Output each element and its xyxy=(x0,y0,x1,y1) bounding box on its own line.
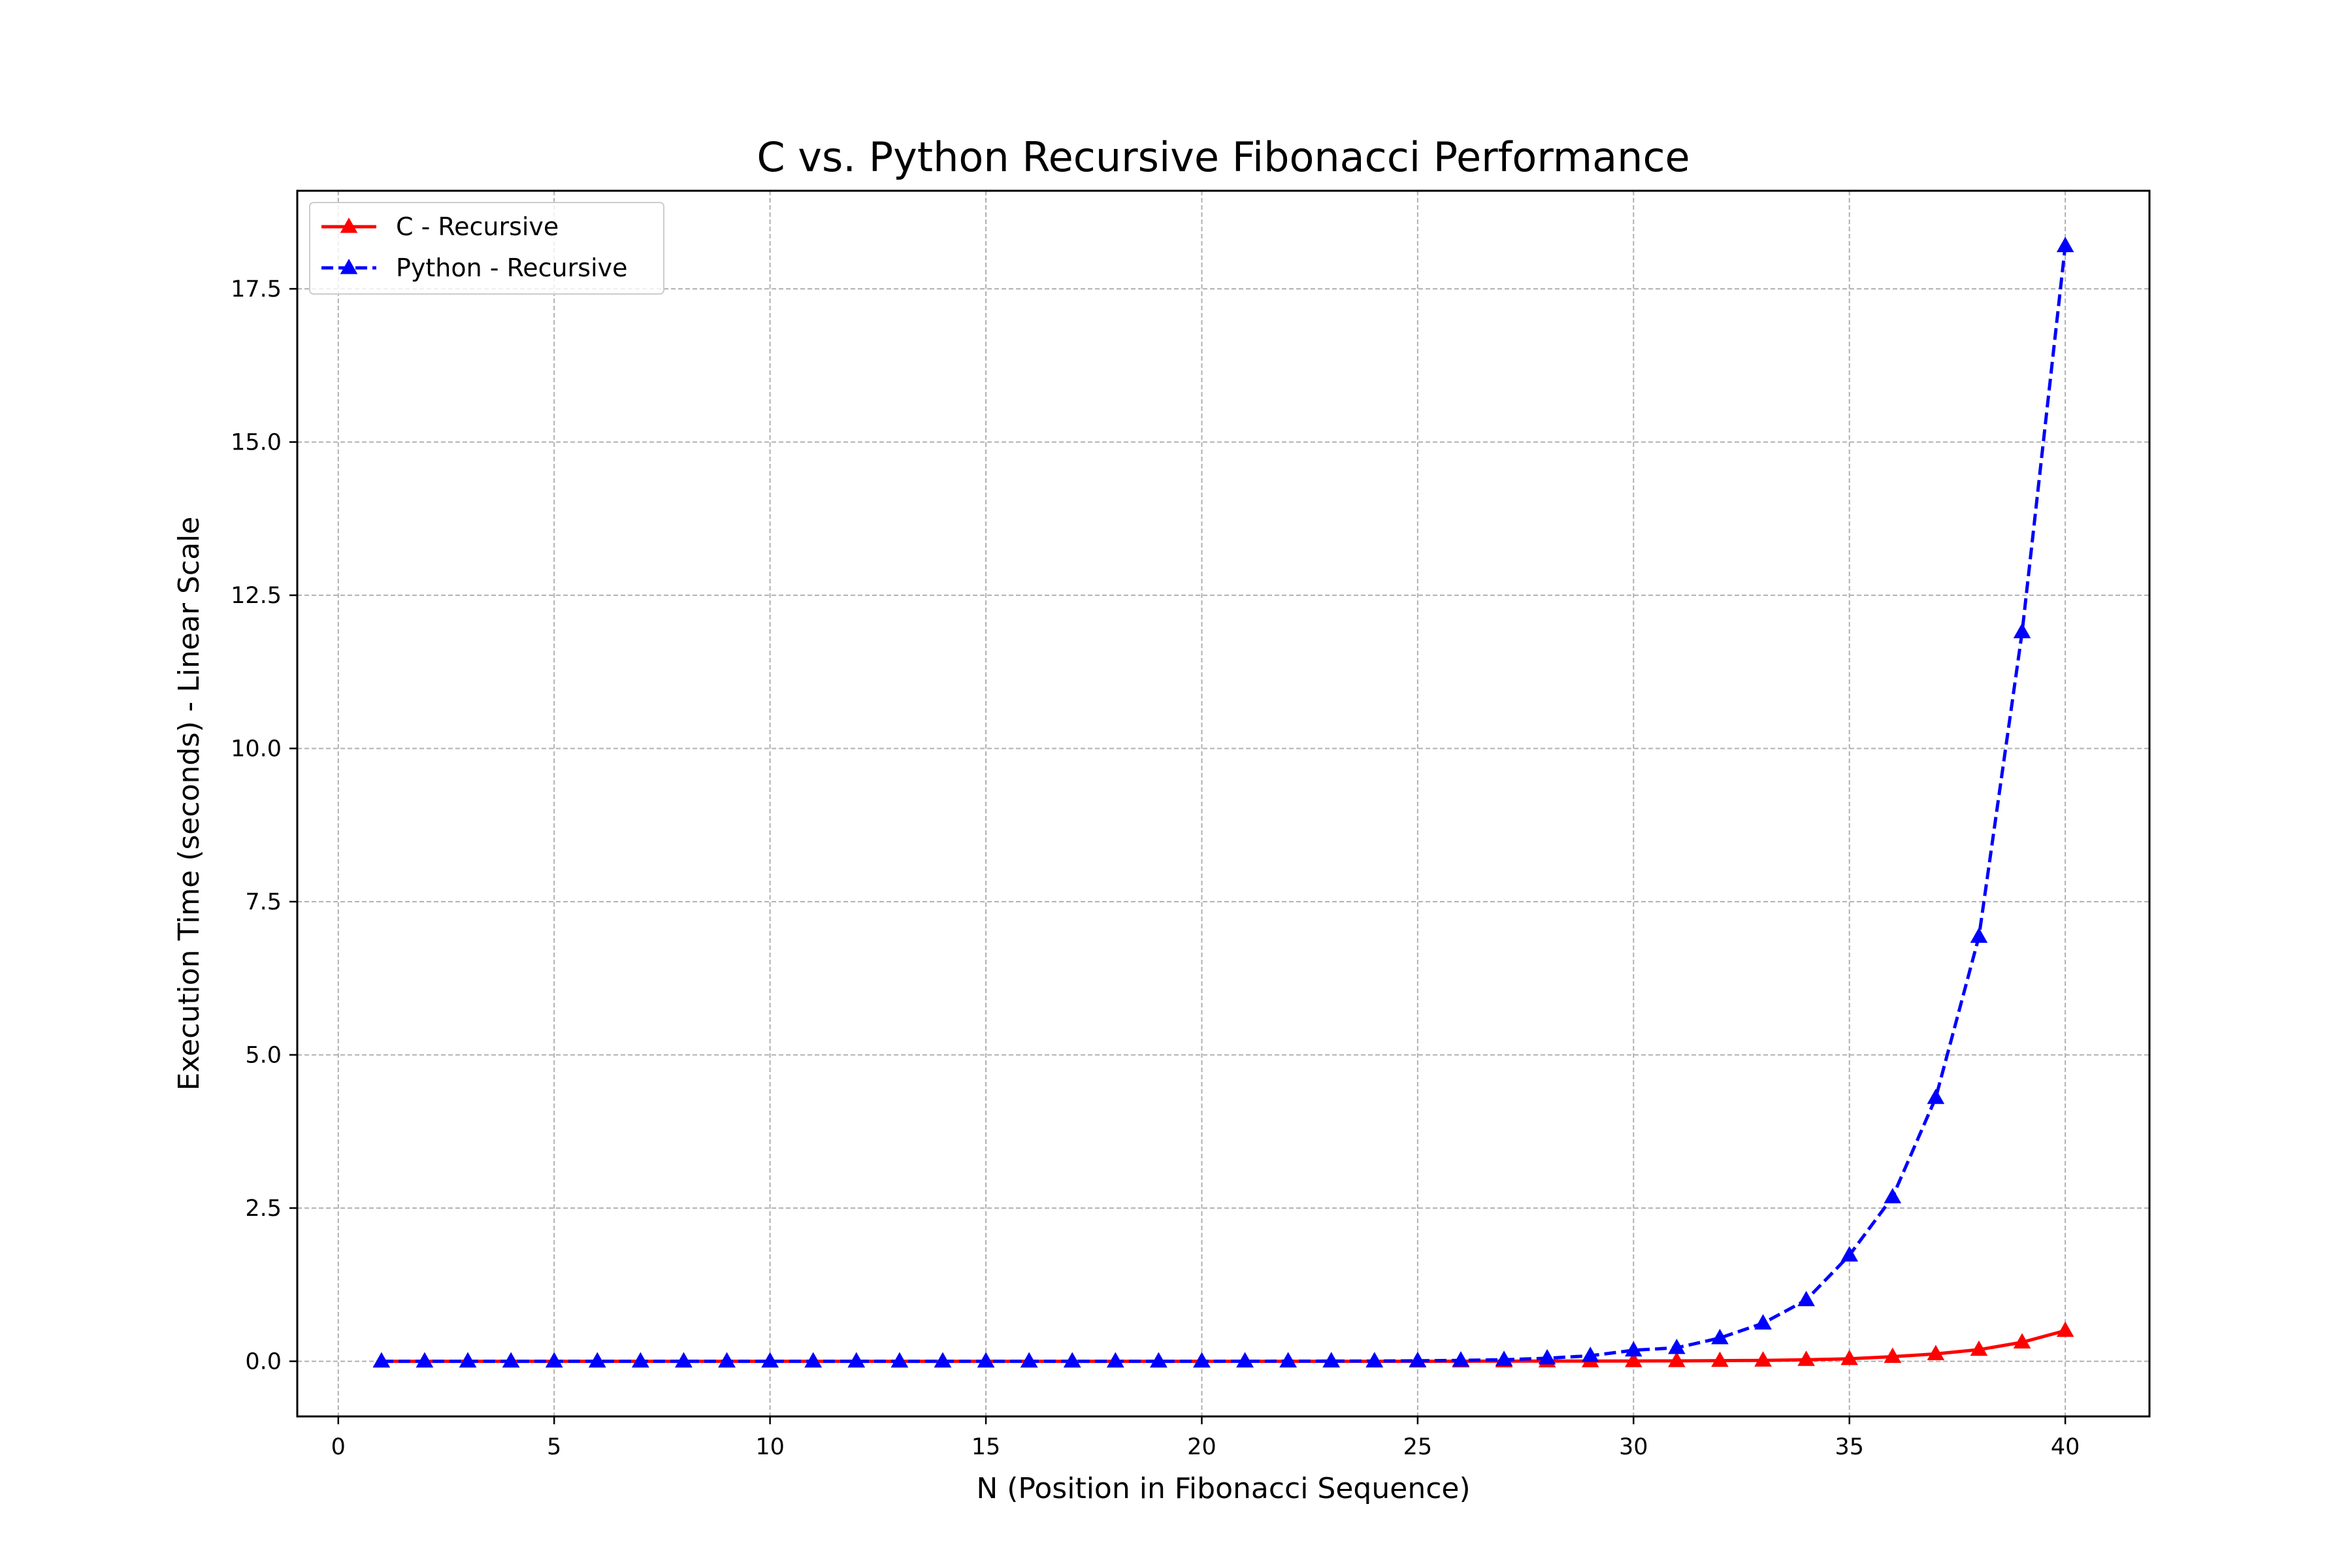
data-point-marker xyxy=(2013,1333,2031,1349)
data-point-marker xyxy=(588,1352,606,1368)
axis-ticks: 0 5 10 15 20 25 30 35 40 0.0 2.5 5.0 7.5 10.0 12.5 15.0… xyxy=(231,276,2080,1460)
data-point-marker xyxy=(2013,623,2031,638)
data-point-marker xyxy=(1624,1341,1642,1357)
data-point-marker xyxy=(804,1352,823,1368)
data-point-marker xyxy=(1581,1347,1599,1362)
data-point-marker xyxy=(1106,1352,1124,1368)
data-point-marker xyxy=(1279,1352,1297,1367)
data-point-marker xyxy=(1754,1314,1772,1330)
data-point-marker xyxy=(1797,1290,1815,1307)
data-point-marker xyxy=(1538,1348,1556,1365)
data-point-marker xyxy=(632,1352,649,1368)
data-point-marker xyxy=(1365,1352,1384,1367)
data-point-marker xyxy=(1970,927,1988,943)
chart-title: C vs. Python Recursive Fibonacci Perform… xyxy=(757,133,1690,181)
data-point-marker xyxy=(1063,1352,1081,1368)
grid xyxy=(297,191,2149,1416)
x-tick-label: 25 xyxy=(1403,1434,1433,1460)
data-point-marker xyxy=(1970,1340,1988,1356)
data-point-marker xyxy=(1409,1351,1427,1367)
data-point-marker xyxy=(977,1352,995,1368)
data-point-marker xyxy=(502,1352,520,1368)
y-tick-label: 10.0 xyxy=(231,736,282,762)
data-point-marker xyxy=(890,1352,909,1368)
data-point-marker xyxy=(718,1352,736,1368)
data-point-marker xyxy=(416,1352,434,1368)
data-point-marker xyxy=(1797,1350,1815,1366)
data-point-marker xyxy=(1711,1328,1729,1345)
x-tick-label: 0 xyxy=(331,1434,346,1460)
data-point-marker xyxy=(675,1352,693,1368)
legend-box xyxy=(309,202,664,295)
data-point-marker xyxy=(1711,1351,1729,1367)
data-point-marker xyxy=(1193,1352,1211,1368)
plot-series xyxy=(372,237,2074,1368)
y-tick-label: 7.5 xyxy=(245,889,282,915)
y-tick-label: 0.0 xyxy=(245,1349,282,1375)
x-tick-label: 10 xyxy=(755,1434,785,1460)
data-point-marker xyxy=(1236,1352,1254,1368)
x-tick-label: 35 xyxy=(1835,1434,1864,1460)
data-point-marker xyxy=(1754,1351,1772,1367)
data-point-marker xyxy=(1884,1347,1902,1364)
x-tick-label: 15 xyxy=(972,1434,1001,1460)
legend-marker xyxy=(340,259,358,274)
y-axis-label: Execution Time (seconds) - Linear Scale xyxy=(172,517,206,1091)
data-point-marker xyxy=(1884,1188,1902,1203)
data-point-marker xyxy=(1927,1345,1945,1360)
data-point-marker xyxy=(934,1352,952,1368)
data-point-marker xyxy=(1322,1352,1341,1367)
x-axis-label: N (Position in Fibonacci Sequence) xyxy=(976,1472,1470,1505)
series-1 xyxy=(372,237,2074,1368)
series-line xyxy=(381,246,2067,1364)
data-point-marker xyxy=(1020,1352,1038,1368)
y-tick-label: 5.0 xyxy=(245,1043,282,1069)
data-point-marker xyxy=(1452,1351,1470,1367)
y-tick-label: 17.5 xyxy=(231,276,282,302)
data-point-marker xyxy=(1668,1352,1686,1367)
data-point-marker xyxy=(1840,1246,1859,1262)
data-point-marker xyxy=(1668,1338,1686,1354)
x-tick-label: 30 xyxy=(1619,1434,1648,1460)
y-tick-label: 15.0 xyxy=(231,430,282,456)
data-point-marker xyxy=(761,1352,779,1368)
y-tick-label: 2.5 xyxy=(245,1196,282,1222)
data-point-marker xyxy=(459,1352,477,1368)
x-tick-label: 5 xyxy=(547,1434,561,1460)
data-point-marker xyxy=(2056,1321,2074,1337)
data-point-marker xyxy=(1840,1349,1859,1365)
y-tick-label: 12.5 xyxy=(231,583,282,609)
data-point-marker xyxy=(545,1352,563,1368)
plot-frame xyxy=(296,189,2151,1418)
legend-label: C - Recursive xyxy=(396,212,559,241)
x-tick-label: 20 xyxy=(1187,1434,1217,1460)
data-point-marker xyxy=(1495,1350,1513,1366)
data-point-marker xyxy=(2056,237,2074,252)
data-point-marker xyxy=(847,1352,866,1368)
data-point-marker xyxy=(1927,1088,1945,1104)
data-point-marker xyxy=(1150,1352,1168,1368)
data-point-marker xyxy=(372,1352,391,1368)
legend-label: Python - Recursive xyxy=(396,253,628,282)
legend-marker xyxy=(340,218,358,233)
legend: C - Recursive Python - Recursive xyxy=(309,202,664,295)
data-point-marker xyxy=(1624,1352,1642,1367)
x-tick-label: 40 xyxy=(2051,1434,2080,1460)
